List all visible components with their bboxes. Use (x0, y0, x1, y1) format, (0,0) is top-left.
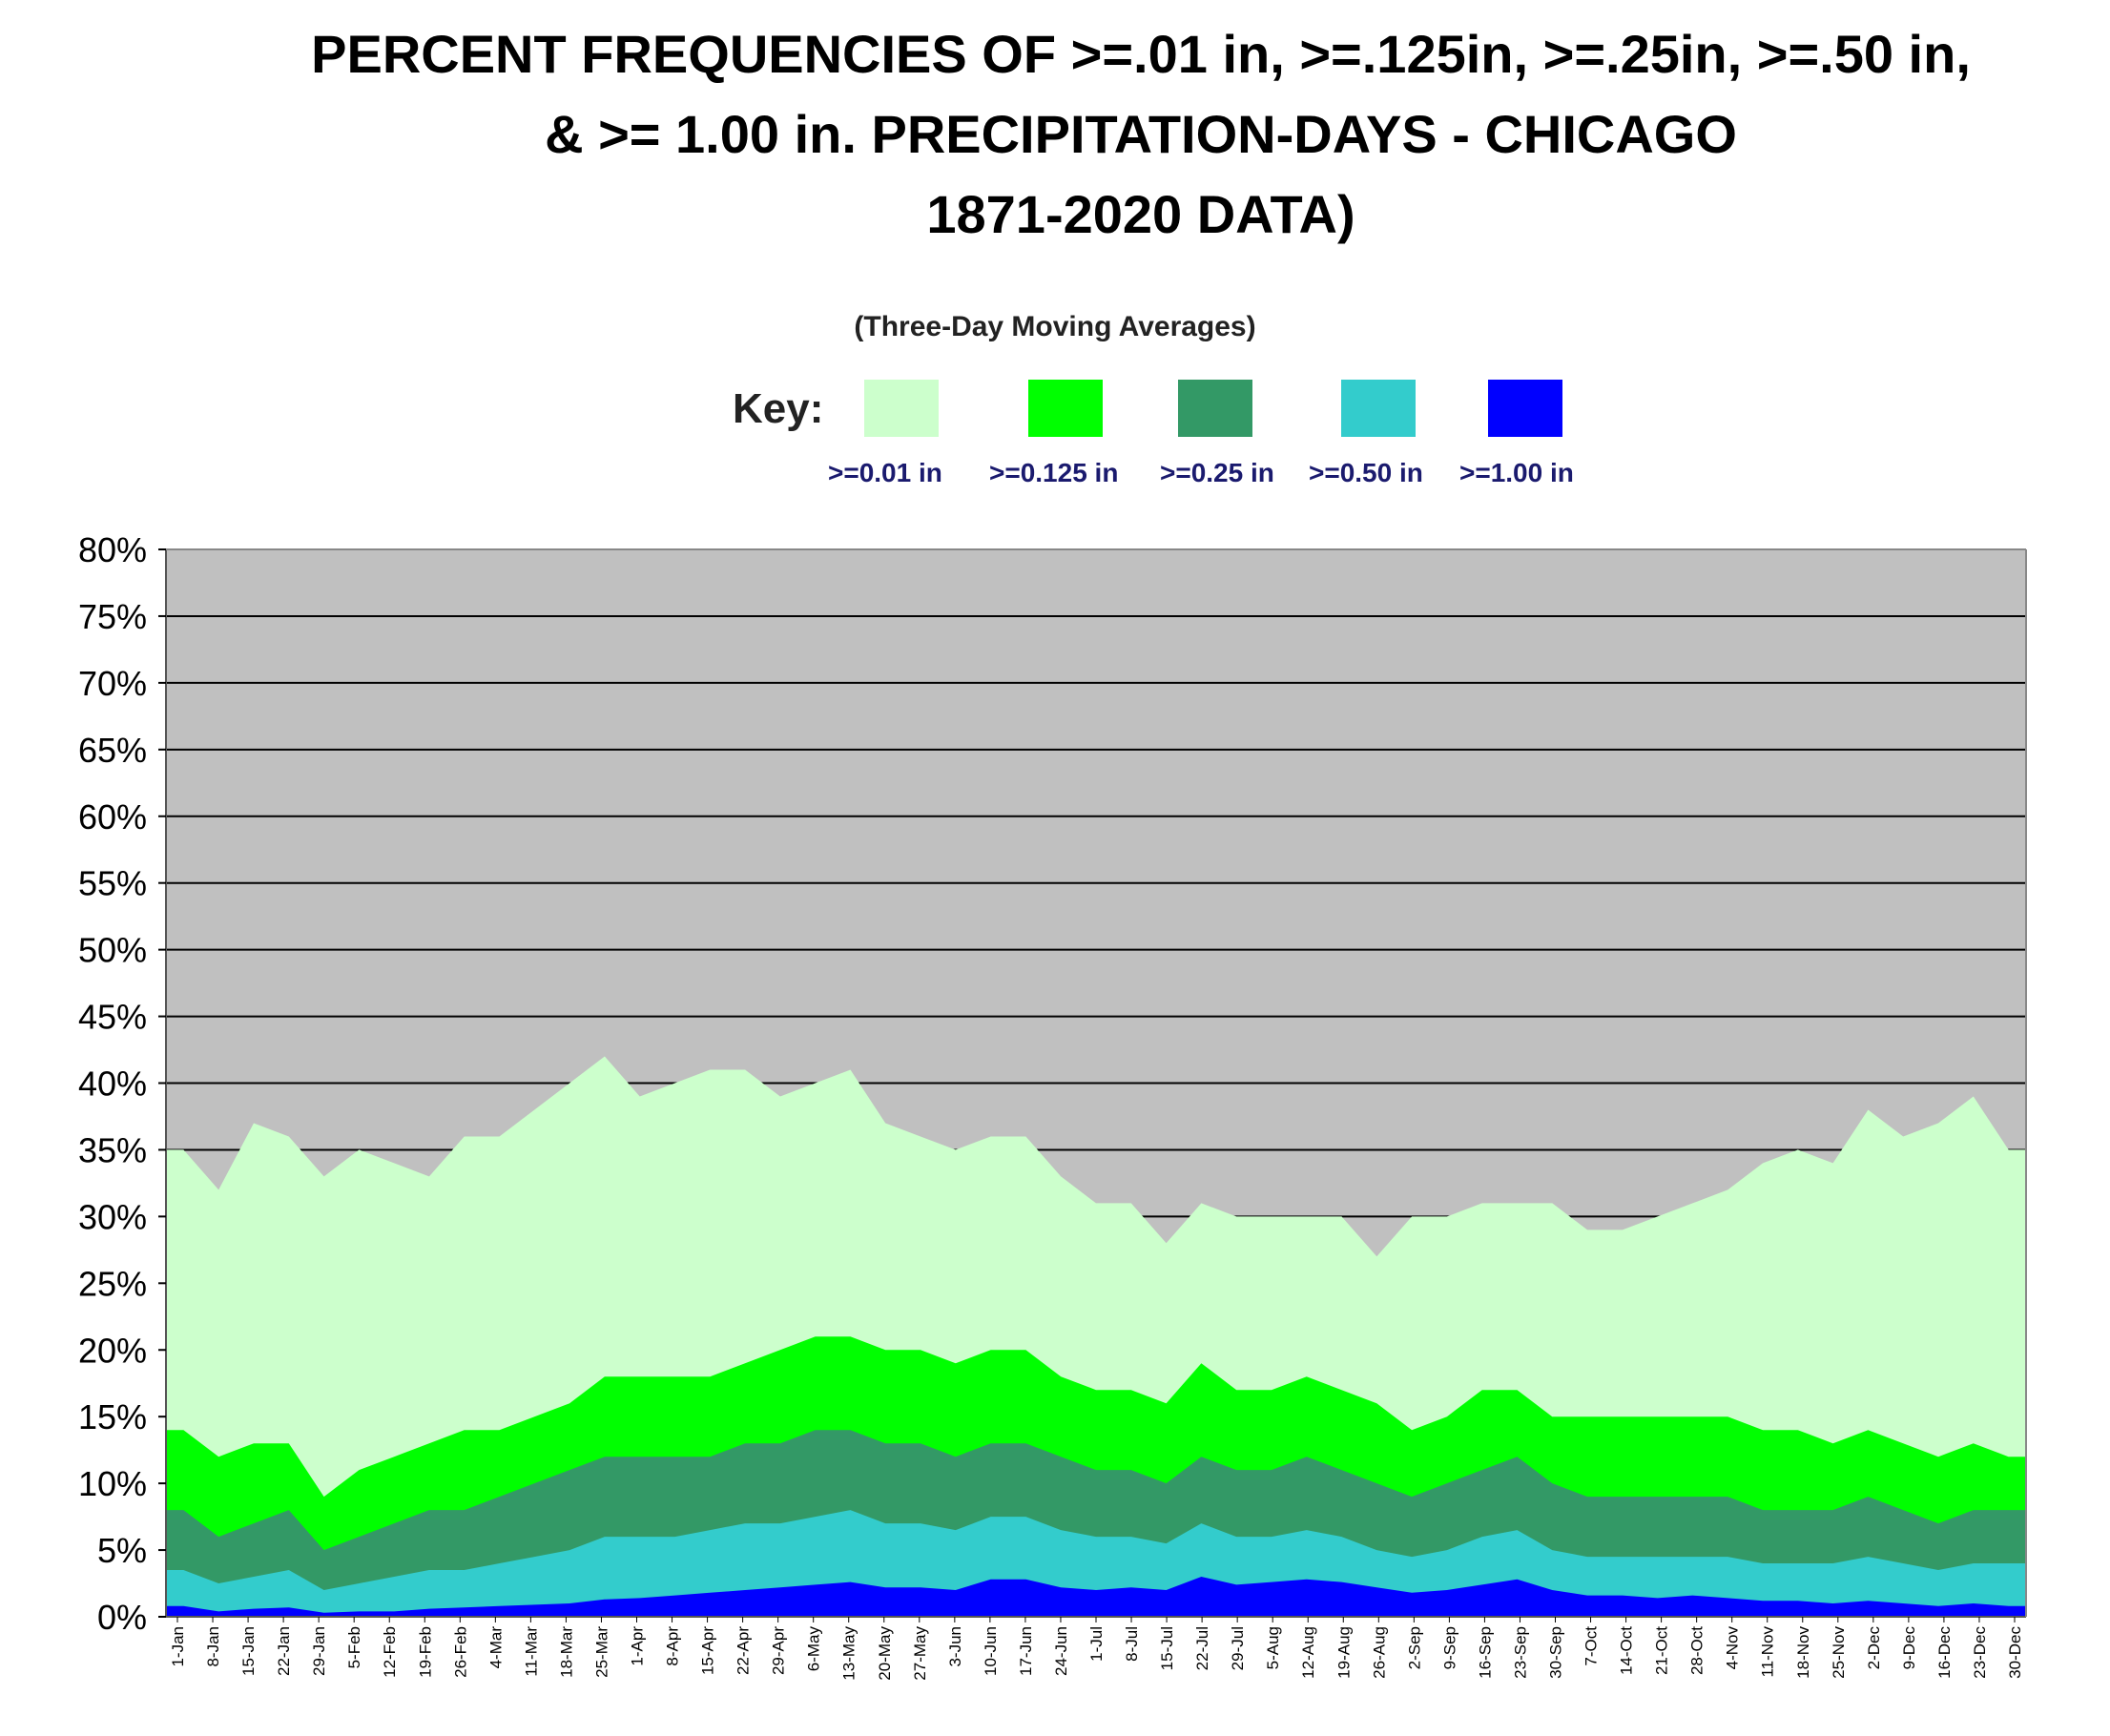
x-tick-label: 11-Nov (1759, 1626, 1777, 1678)
x-tick-label: 16-Sep (1476, 1626, 1494, 1679)
x-tick-label: 22-Apr (734, 1626, 753, 1675)
x-tick-label: 12-Aug (1299, 1626, 1317, 1679)
x-tick-label: 6-May (805, 1626, 823, 1672)
x-tick-label: 27-May (911, 1626, 929, 1681)
x-tick-label: 1-Apr (629, 1626, 647, 1666)
x-tick-label: 24-Jun (1052, 1626, 1070, 1676)
x-tick-label: 23-Sep (1511, 1626, 1529, 1679)
x-tick-label: 29-Jan (310, 1626, 328, 1676)
legend-swatch-001 (864, 380, 939, 437)
x-tick-label: 25-Mar (592, 1626, 610, 1678)
y-tick-label: 45% (78, 998, 147, 1037)
legend-label-025: >=0.25 in (1160, 458, 1274, 487)
y-tick-label: 35% (78, 1130, 147, 1169)
y-tick-label: 20% (78, 1331, 147, 1370)
chart-title-line-2: & >= 1.00 in. PRECIPITATION-DAYS - CHICA… (545, 104, 1737, 164)
y-tick-label: 60% (78, 797, 147, 837)
x-tick-label: 14-Oct (1618, 1626, 1636, 1675)
x-tick-label: 16-Dec (1935, 1626, 1954, 1679)
y-tick-label: 75% (78, 597, 147, 636)
x-tick-label: 9-Dec (1900, 1626, 1918, 1670)
x-tick-label: 17-Jun (1017, 1626, 1035, 1676)
x-tick-label: 2-Sep (1405, 1626, 1423, 1669)
x-tick-label: 18-Nov (1794, 1626, 1812, 1679)
y-tick-label: 55% (78, 864, 147, 903)
x-tick-label: 18-Mar (557, 1626, 575, 1678)
x-tick-label: 21-Oct (1653, 1626, 1671, 1675)
x-tick-label: 9-Sep (1440, 1626, 1458, 1669)
x-tick-label: 13-May (840, 1626, 858, 1681)
legend-swatch-0125 (1028, 380, 1103, 437)
x-tick-label: 1-Jan (169, 1626, 187, 1667)
x-tick-label: 29-Jul (1229, 1626, 1247, 1670)
x-tick-label: 26-Aug (1370, 1626, 1388, 1679)
x-tick-label: 23-Dec (1971, 1626, 1989, 1679)
x-tick-label: 12-Feb (381, 1626, 399, 1678)
y-tick-label: 10% (78, 1464, 147, 1503)
x-tick-label: 29-Apr (770, 1626, 788, 1675)
x-tick-label: 5-Feb (345, 1626, 363, 1668)
x-tick-label: 22-Jul (1193, 1626, 1211, 1670)
x-tick-label: 15-Apr (699, 1626, 717, 1675)
x-tick-label: 30-Dec (2006, 1626, 2024, 1679)
x-tick-label: 11-Mar (522, 1626, 540, 1677)
x-tick-label: 8-Jul (1123, 1626, 1141, 1662)
y-tick-label: 80% (78, 530, 147, 569)
y-tick-label: 70% (78, 664, 147, 703)
x-tick-label: 4-Mar (486, 1626, 505, 1669)
y-tick-label: 65% (78, 731, 147, 770)
y-tick-label: 25% (78, 1264, 147, 1303)
x-tick-label: 28-Oct (1688, 1626, 1707, 1675)
y-tick-label: 0% (97, 1598, 147, 1637)
legend-label-001: >=0.01 in (828, 458, 942, 487)
x-tick-label: 2-Dec (1865, 1626, 1883, 1670)
chart-title-line-1: PERCENT FREQUENCIES OF >=.01 in, >=.125i… (311, 24, 1971, 84)
x-tick-label: 30-Sep (1547, 1626, 1565, 1679)
x-tick-label: 3-Jun (946, 1626, 964, 1667)
legend-swatch-100 (1488, 380, 1562, 437)
x-tick-label: 15-Jan (239, 1626, 258, 1676)
y-tick-label: 30% (78, 1197, 147, 1236)
y-tick-label: 5% (97, 1531, 147, 1570)
legend-key-label: Key: (733, 385, 824, 432)
x-tick-label: 8-Apr (664, 1626, 682, 1666)
y-tick-label: 40% (78, 1064, 147, 1104)
x-tick-label: 26-Feb (451, 1626, 469, 1678)
chart-subtitle: (Three-Day Moving Averages) (854, 311, 1256, 342)
x-tick-label: 10-Jun (982, 1626, 1000, 1676)
x-tick-label: 19-Aug (1334, 1626, 1353, 1679)
x-tick-label: 1-Jul (1087, 1626, 1106, 1662)
x-tick-label: 7-Oct (1582, 1626, 1601, 1666)
y-tick-label: 15% (78, 1397, 147, 1436)
y-tick-label: 50% (78, 931, 147, 970)
x-tick-label: 22-Jan (275, 1626, 293, 1676)
chart-title-line-3: 1871-2020 DATA) (926, 184, 1355, 244)
x-tick-label: 4-Nov (1724, 1626, 1742, 1670)
x-tick-label: 19-Feb (416, 1626, 434, 1678)
legend-label-050: >=0.50 in (1309, 458, 1423, 487)
x-tick-label: 25-Nov (1830, 1626, 1848, 1679)
legend-swatch-050 (1341, 380, 1416, 437)
series-area-5 (166, 1577, 2026, 1617)
legend-swatch-025 (1178, 380, 1252, 437)
series-area-4 (166, 1510, 2026, 1617)
x-tick-label: 20-May (876, 1626, 894, 1681)
legend-label-0125: >=0.125 in (989, 458, 1119, 487)
x-tick-label: 15-Jul (1158, 1626, 1176, 1670)
legend-label-100: >=1.00 in (1459, 458, 1574, 487)
x-tick-label: 8-Jan (204, 1626, 222, 1667)
x-tick-label: 5-Aug (1264, 1626, 1282, 1669)
